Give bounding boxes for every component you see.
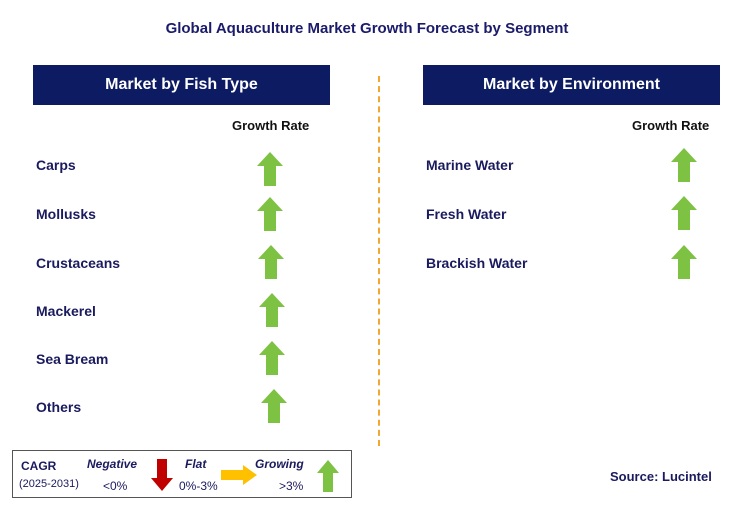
legend-flat-label: Flat [185, 457, 207, 471]
up-arrow-icon [317, 460, 339, 492]
environment-growth-rate-header: Growth Rate [632, 118, 710, 133]
fish-type-row-others: Others [36, 399, 82, 415]
up-arrow-icon [259, 293, 285, 327]
fish-type-row-mollusks: Mollusks [36, 206, 96, 222]
fish-type-row-carps: Carps [36, 157, 76, 173]
legend-flat-value: 0%-3% [179, 479, 218, 493]
environment-row-marine-water: Marine Water [426, 157, 514, 173]
fish-type-growth-rate-header: Growth Rate [232, 118, 310, 133]
fish-type-row-crustaceans: Crustaceans [36, 255, 121, 271]
legend-cagr-label: CAGR [21, 459, 57, 473]
up-arrow-icon [258, 245, 284, 279]
up-arrow-icon [671, 196, 697, 230]
cagr-legend: CAGR (2025-2031) Negative <0% Flat 0%-3%… [12, 450, 352, 498]
legend-negative-label: Negative [87, 457, 138, 471]
environment-header: Market by Environment [423, 65, 720, 105]
up-arrow-icon [259, 341, 285, 375]
up-arrow-icon [257, 152, 283, 186]
panel-divider [378, 76, 380, 446]
fish-type-row-sea-bream: Sea Bream [36, 351, 109, 367]
page-title: Global Aquaculture Market Growth Forecas… [165, 20, 569, 37]
legend-growing-label: Growing [255, 457, 304, 471]
environment-row-fresh-water: Fresh Water [426, 206, 507, 222]
environment-row-brackish-water: Brackish Water [426, 255, 528, 271]
legend-growing-value: >3% [279, 479, 304, 493]
fish-type-row-mackerel: Mackerel [36, 303, 96, 319]
up-arrow-icon [261, 389, 287, 423]
up-arrow-icon [671, 245, 697, 279]
source-label: Source: Lucintel [610, 469, 712, 484]
up-arrow-icon [671, 148, 697, 182]
up-arrow-icon [257, 197, 283, 231]
legend-years-label: (2025-2031) [19, 478, 79, 490]
fish-type-header: Market by Fish Type [33, 65, 330, 105]
right-arrow-icon [221, 465, 257, 485]
legend-negative-value: <0% [103, 479, 128, 493]
down-arrow-icon [151, 459, 173, 491]
